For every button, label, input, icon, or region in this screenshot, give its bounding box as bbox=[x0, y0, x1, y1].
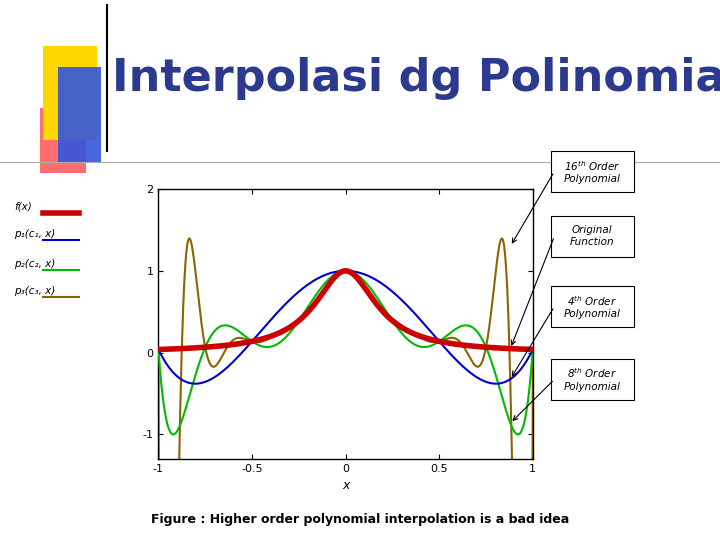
Text: p₁(c₁, x): p₁(c₁, x) bbox=[14, 229, 55, 239]
Text: 8$^{th}$ Order
Polynomial: 8$^{th}$ Order Polynomial bbox=[564, 367, 621, 392]
Text: 4$^{th}$ Order
Polynomial: 4$^{th}$ Order Polynomial bbox=[564, 294, 621, 319]
Text: Interpolasi dg Polinomial: Interpolasi dg Polinomial bbox=[112, 57, 720, 100]
Text: Figure : Higher order polynomial interpolation is a bad idea: Figure : Higher order polynomial interpo… bbox=[151, 514, 569, 526]
Text: p₂(c₂, x): p₂(c₂, x) bbox=[14, 259, 55, 268]
Text: p₃(c₃, x): p₃(c₃, x) bbox=[14, 286, 55, 295]
Text: 16$^{th}$ Order
Polynomial: 16$^{th}$ Order Polynomial bbox=[564, 159, 621, 184]
X-axis label: x: x bbox=[342, 480, 349, 492]
Text: Original
Function: Original Function bbox=[570, 226, 614, 247]
Text: f(x): f(x) bbox=[14, 202, 32, 212]
